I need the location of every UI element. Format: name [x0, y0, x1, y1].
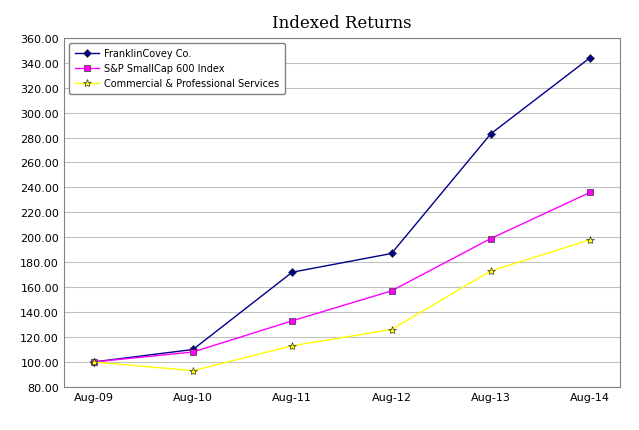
S&P SmallCap 600 Index: [288, 319, 296, 324]
Commercial & Professional Services: [586, 238, 594, 243]
FranklinCovey Co.: [288, 270, 296, 275]
S&P SmallCap 600 Index: [189, 350, 197, 355]
S&P SmallCap 600 Index: [586, 190, 594, 196]
Line: FranklinCovey Co.: FranklinCovey Co.: [91, 56, 593, 365]
Legend: FranklinCovey Co., S&P SmallCap 600 Index, Commercial & Professional Services: FranklinCovey Co., S&P SmallCap 600 Inde…: [69, 43, 285, 95]
Commercial & Professional Services: [90, 359, 98, 365]
S&P SmallCap 600 Index: [487, 237, 495, 242]
S&P SmallCap 600 Index: [90, 359, 98, 365]
Commercial & Professional Services: [487, 269, 495, 274]
FranklinCovey Co.: [388, 251, 396, 256]
Commercial & Professional Services: [388, 327, 396, 332]
FranklinCovey Co.: [586, 56, 594, 61]
Line: S&P SmallCap 600 Index: S&P SmallCap 600 Index: [91, 190, 593, 365]
S&P SmallCap 600 Index: [388, 289, 396, 294]
Commercial & Professional Services: [189, 368, 197, 373]
FranklinCovey Co.: [189, 347, 197, 352]
Line: Commercial & Professional Services: Commercial & Professional Services: [89, 236, 594, 375]
Commercial & Professional Services: [288, 344, 296, 349]
Title: Indexed Returns: Indexed Returns: [272, 15, 412, 32]
FranklinCovey Co.: [90, 359, 98, 365]
FranklinCovey Co.: [487, 132, 495, 137]
